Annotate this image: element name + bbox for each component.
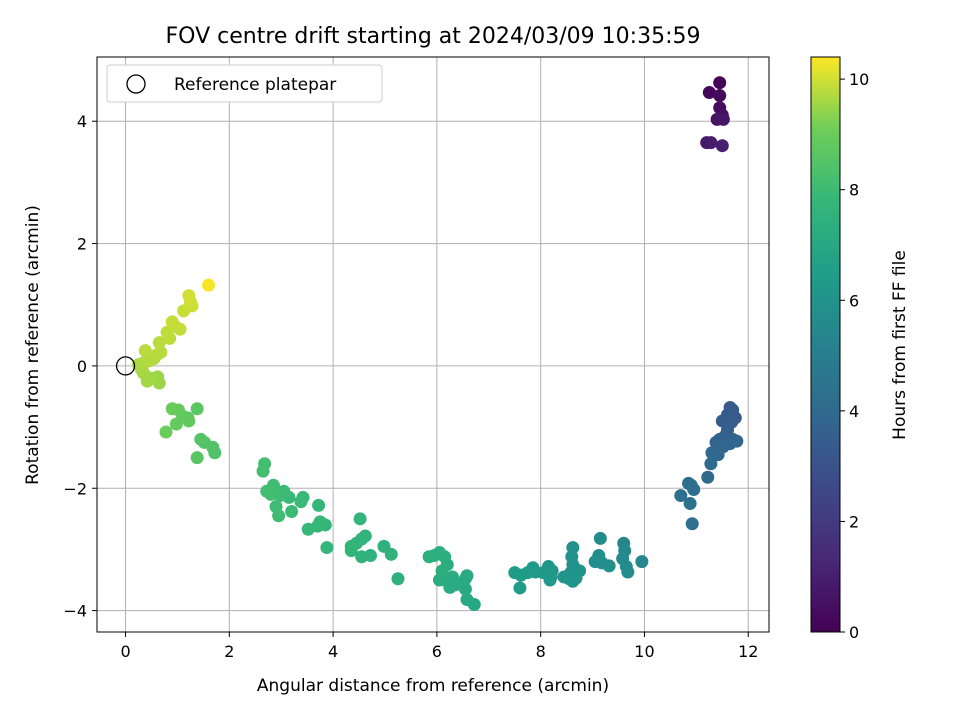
data-point [701,470,715,484]
data-point [269,500,283,514]
x-tick-label: 4 [328,642,338,661]
data-point [514,568,528,582]
data-point [543,573,557,587]
data-point [377,539,391,553]
data-point [711,448,725,462]
data-point [602,559,616,573]
data-point [159,425,173,439]
data-point [355,550,369,564]
legend-label: Reference platepar [174,75,336,95]
data-point [256,464,270,478]
data-point [194,432,208,446]
y-tick-label: 0 [77,357,87,376]
colorbar-label: Hours from first FF file [890,250,910,440]
legend-reference-marker [126,74,146,94]
chart-title: FOV centre drift starting at 2024/03/09 … [166,24,701,49]
data-point [154,345,168,359]
plot-frame [96,56,770,633]
data-point [566,574,580,588]
data-point [190,402,204,416]
data-point [391,572,405,586]
data-point [460,593,474,607]
data-point [713,76,727,90]
data-point [138,344,152,358]
colorbar-tick-label: 6 [849,291,859,310]
data-point [713,89,727,103]
data-point [312,498,326,512]
colorbar-tick-label: 0 [849,623,859,642]
data-point [702,85,716,99]
data-point [169,417,183,431]
data-point [730,434,744,448]
data-point [683,497,697,511]
data-point [635,555,649,569]
grid [97,57,769,632]
data-point [165,402,179,416]
scatter-points [132,76,744,611]
data-point [687,482,701,496]
data-point [715,139,729,153]
y-ticks: −4 −2 0 2 4 [63,112,97,621]
y-tick-label: −4 [63,602,87,621]
data-point [704,136,718,150]
data-point [422,550,436,564]
x-tick-label: 6 [432,642,442,661]
data-point [593,531,607,545]
data-point [202,278,216,292]
data-point [190,451,204,465]
data-point [458,572,472,586]
data-point [301,522,315,536]
data-point [260,484,274,498]
colorbar-tick-label: 2 [849,512,859,531]
data-point [285,504,299,518]
data-point [152,336,166,350]
y-tick-label: −2 [63,479,87,498]
data-point [344,544,358,558]
y-axis-label: Rotation from reference (arcmin) [23,205,43,485]
colorbar: 0 2 4 6 8 10 Hours from first FF file [810,56,910,642]
x-tick-label: 2 [224,642,234,661]
reference-platepar-marker [115,356,136,376]
x-tick-label: 0 [120,642,130,661]
data-point [513,581,527,595]
data-point [182,289,196,303]
x-ticks: 0 2 4 6 8 10 12 [120,632,758,661]
data-point [685,517,699,531]
data-point [294,495,308,509]
colorbar-tick-label: 8 [849,181,859,200]
y-tick-label: 2 [77,235,87,254]
data-point [716,112,730,126]
data-point [621,565,635,579]
x-tick-label: 10 [634,642,654,661]
x-tick-label: 12 [738,642,758,661]
x-axis-label: Angular distance from reference (arcmin) [257,676,609,696]
colorbar-tick-label: 4 [849,402,859,421]
x-tick-label: 8 [536,642,546,661]
data-point [674,489,688,503]
colorbar-tick-label: 10 [849,70,869,89]
data-point [165,315,179,329]
data-point [704,457,718,471]
colorbar-ticks: 0 2 4 6 8 10 [840,70,869,642]
data-point [353,512,367,526]
y-tick-label: 4 [77,112,87,131]
data-point [320,541,334,555]
legend-box [106,64,383,103]
data-point [182,414,196,428]
legend: Reference platepar [106,64,383,103]
reference-marker-layer [115,356,136,376]
colorbar-gradient [810,56,841,633]
